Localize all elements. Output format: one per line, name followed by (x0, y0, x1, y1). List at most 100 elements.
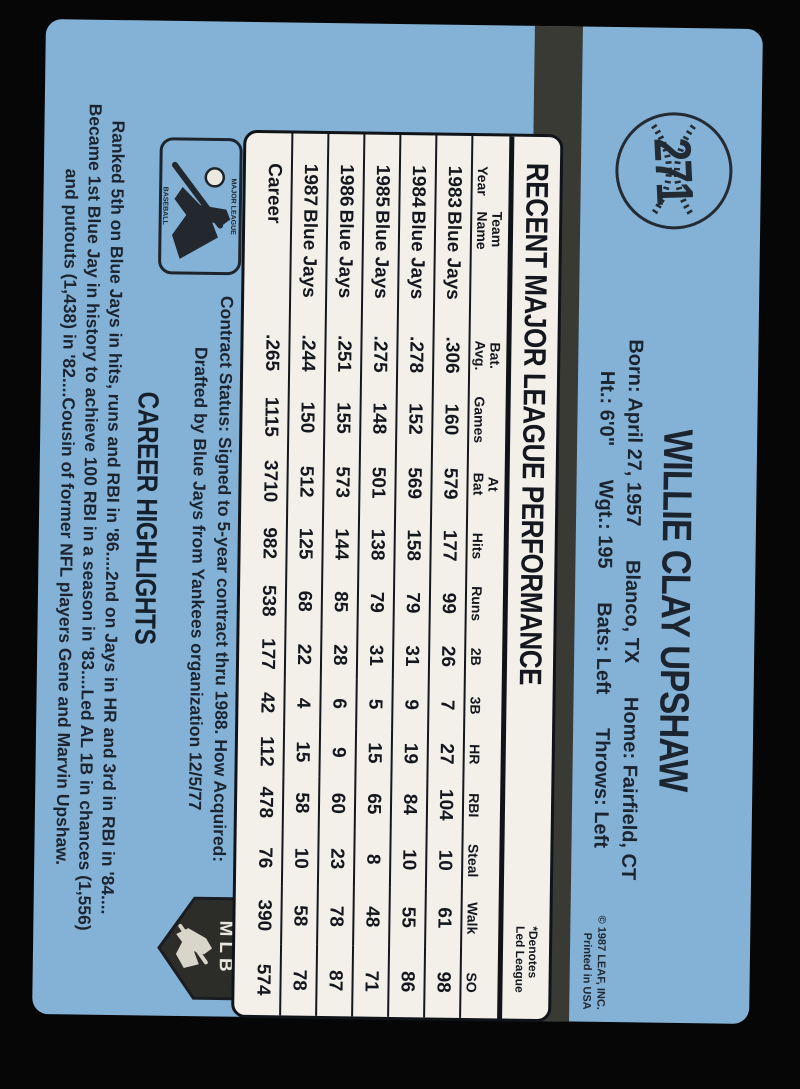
stat-cell: 19 (391, 728, 428, 779)
stat-cell: .278 (396, 321, 434, 389)
stat-cell: 7 (427, 680, 465, 730)
stat-cell: 26 (428, 631, 466, 682)
bio-line-1: Born: April 27, 1957 Blanco, TX Home: Fa… (615, 237, 648, 982)
stat-col-header: Bat. Avg. (472, 340, 504, 371)
stat-cell: 15 (355, 728, 392, 778)
stat-cell: 148 (359, 387, 397, 450)
stat-cell: 15 (283, 727, 320, 777)
stat-cell: Blue Jays (361, 209, 399, 322)
stat-cell: 27 (427, 729, 464, 779)
stats-title: RECENT MAJOR LEAGUE PERFORMANCE (512, 162, 556, 686)
stat-col-header: Hits (469, 532, 487, 560)
bio-line-2: Ht.: 6'0" Wgt.: 195 Bats: Left Throws: L… (587, 237, 620, 982)
stat-cell: 538 (250, 571, 286, 630)
stat-cell: 55 (388, 888, 426, 947)
born-field: Born: April 27, 1957 (621, 339, 647, 527)
stat-cell: 1987 (290, 133, 329, 210)
svg-text:BASEBALL: BASEBALL (161, 187, 169, 226)
stat-cell: .244 (288, 319, 326, 387)
birthplace-field: Blanco, TX (620, 559, 644, 664)
stat-cell: 4 (283, 678, 321, 728)
stat-cell: 982 (250, 514, 287, 573)
stat-cell: 79 (357, 573, 394, 632)
throws-field: Throws: Left (589, 727, 614, 849)
stat-cell: 10 (389, 830, 427, 889)
stat-cell: Blue Jays (325, 209, 363, 321)
weight-field: Wgt.: 195 (593, 479, 617, 569)
denotes-line-2: Led League (512, 925, 528, 993)
stat-cell: 160 (431, 388, 469, 451)
stat-col-header: 3B (467, 696, 484, 715)
stat-cell: .306 (432, 321, 470, 389)
stat-cell: 1985 (362, 134, 401, 211)
stat-cell: 478 (247, 775, 284, 830)
stat-cell (254, 208, 291, 320)
stat-cell: 10 (425, 831, 463, 890)
stat-cell: 6 (319, 679, 357, 729)
baseball-card-back: 271 WILLIE CLAY UPSHAW Born: April 27, 1… (32, 19, 763, 1024)
stat-cell: 579 (430, 450, 468, 518)
stat-cell: 177 (429, 516, 467, 575)
stat-cell: 22 (284, 629, 322, 680)
stat-cell: 155 (323, 386, 361, 450)
copyright-line-2: Printed in USA (579, 932, 593, 1010)
stat-col-header: Steal (465, 843, 482, 878)
card-number: 271 (642, 136, 704, 205)
stat-cell: 98 (423, 946, 461, 1018)
stat-col-header: At Bat (470, 472, 502, 496)
stat-cell: 152 (395, 387, 433, 451)
home-field: Home: Fairfield, CT (617, 696, 642, 881)
baseball-icon (615, 112, 733, 230)
stat-cell: 8 (353, 830, 391, 889)
stat-col-header: HR (466, 744, 484, 765)
stat-col-header: Walk (464, 902, 482, 935)
stat-cell: 68 (285, 572, 322, 631)
contract-status: Contract Status: Signed to 5-year contra… (180, 281, 239, 877)
stat-cell: 48 (352, 887, 390, 946)
stat-cell: Career (255, 133, 293, 224)
stat-cell: 58 (280, 886, 318, 945)
card-number-ball: 271 (612, 109, 736, 233)
stat-cell: 104 (426, 778, 464, 832)
stat-cell: 1983 (434, 135, 473, 212)
stat-cell: 512 (286, 448, 324, 516)
stat-cell: Blue Jays (397, 210, 435, 322)
stat-cell: 78 (316, 887, 354, 946)
mlb-logo: MAJOR LEAGUE BASEBALL (157, 137, 243, 276)
stat-col-header: Team Name (474, 211, 506, 250)
stat-cell: 76 (246, 828, 283, 887)
stat-cell: .275 (360, 320, 398, 388)
stat-cell: 79 (393, 573, 430, 632)
stat-cell: 23 (317, 829, 355, 888)
stat-cell: 84 (390, 777, 428, 832)
stat-cell: .265 (253, 319, 290, 387)
stat-col-header: Games (471, 396, 489, 444)
stat-col-header: Runs (468, 586, 486, 622)
stat-cell: 86 (387, 945, 425, 1018)
stat-cell: 390 (245, 886, 282, 945)
stat-cell: 138 (357, 515, 395, 574)
stat-cell: 71 (351, 945, 389, 1017)
stat-cell: 42 (248, 678, 285, 728)
stat-cell: 1115 (252, 385, 289, 449)
stat-cell: 10 (281, 829, 319, 888)
stat-cell: 5 (355, 679, 393, 729)
svg-text:MLB: MLB (215, 920, 237, 976)
stat-col-header: RBI (466, 793, 483, 818)
stat-cell: 31 (392, 631, 430, 681)
stat-cell: 61 (424, 888, 462, 947)
stats-body: 1983 Blue Jays .306 160 579 177 99 26 7 27 104 10 61… (244, 133, 473, 1018)
copyright-line-1: © 1987 LEAF, INC. (594, 915, 608, 1010)
stat-cell: 28 (320, 630, 358, 680)
stat-cell: 158 (393, 516, 431, 575)
svg-text:MAJOR LEAGUE: MAJOR LEAGUE (229, 178, 237, 235)
stat-cell: 9 (319, 727, 356, 777)
copyright-notice: © 1987 LEAF, INC. Printed in USA (579, 915, 609, 1010)
stat-cell: 125 (285, 514, 323, 573)
stat-cell: 112 (248, 726, 284, 776)
stats-box: RECENT MAJOR LEAGUE PERFORMANCE *Denotes… (231, 129, 564, 1023)
stat-cell: 78 (279, 944, 317, 1016)
stat-cell: .251 (324, 320, 362, 388)
stat-cell: 3710 (251, 447, 288, 515)
stat-cell: 60 (318, 776, 356, 831)
